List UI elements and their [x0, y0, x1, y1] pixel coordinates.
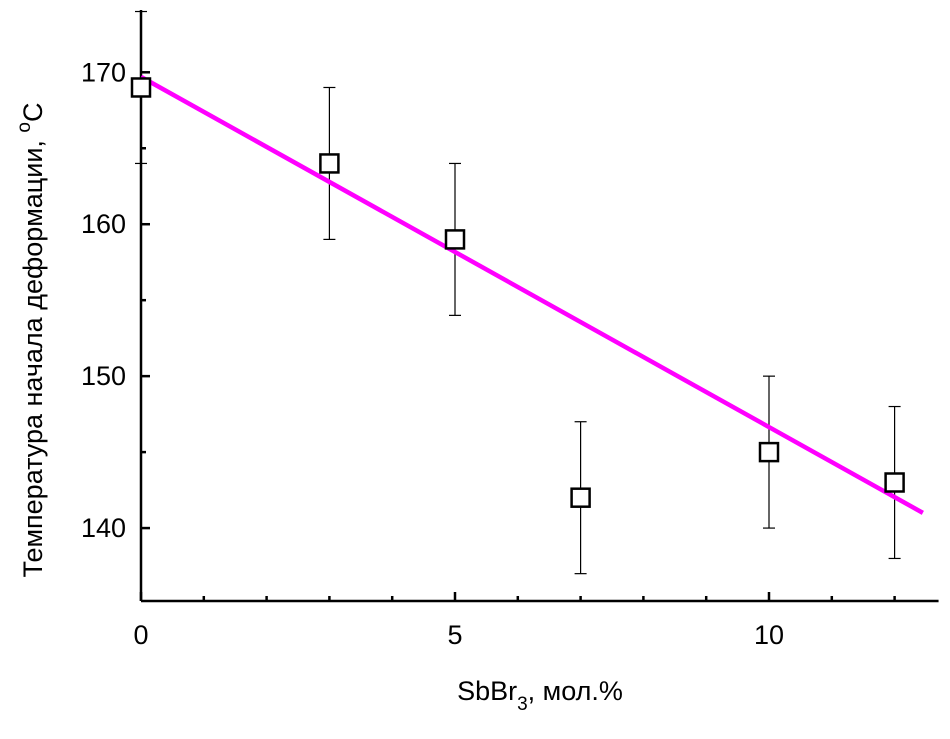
y-tick-label: 160 [81, 209, 126, 239]
y-tick-label: 150 [81, 361, 126, 391]
x-axis-label: SbBr3, мол.% [457, 676, 623, 715]
y-axis-label: Температура начала деформации, oC [14, 102, 48, 577]
y-label-text: Температура начала деформации, [18, 133, 48, 578]
y-label-text: C [18, 102, 48, 122]
x-tick-label: 10 [754, 620, 784, 650]
marker [884, 472, 905, 493]
marker [319, 153, 340, 174]
x-label-text: SbBr [457, 676, 517, 706]
marker [130, 77, 152, 98]
y-label-sup: o [14, 122, 35, 133]
marker [758, 441, 780, 463]
x-tick-label: 0 [133, 620, 148, 650]
y-tick-label: 170 [81, 57, 126, 87]
x-tick-label: 5 [447, 620, 462, 650]
marker [570, 487, 591, 508]
fit-line [139, 74, 924, 515]
x-label-sub: 3 [517, 694, 528, 715]
marker [444, 229, 466, 250]
x-label-text: , мол.% [528, 676, 623, 706]
y-tick-label: 140 [81, 513, 126, 543]
